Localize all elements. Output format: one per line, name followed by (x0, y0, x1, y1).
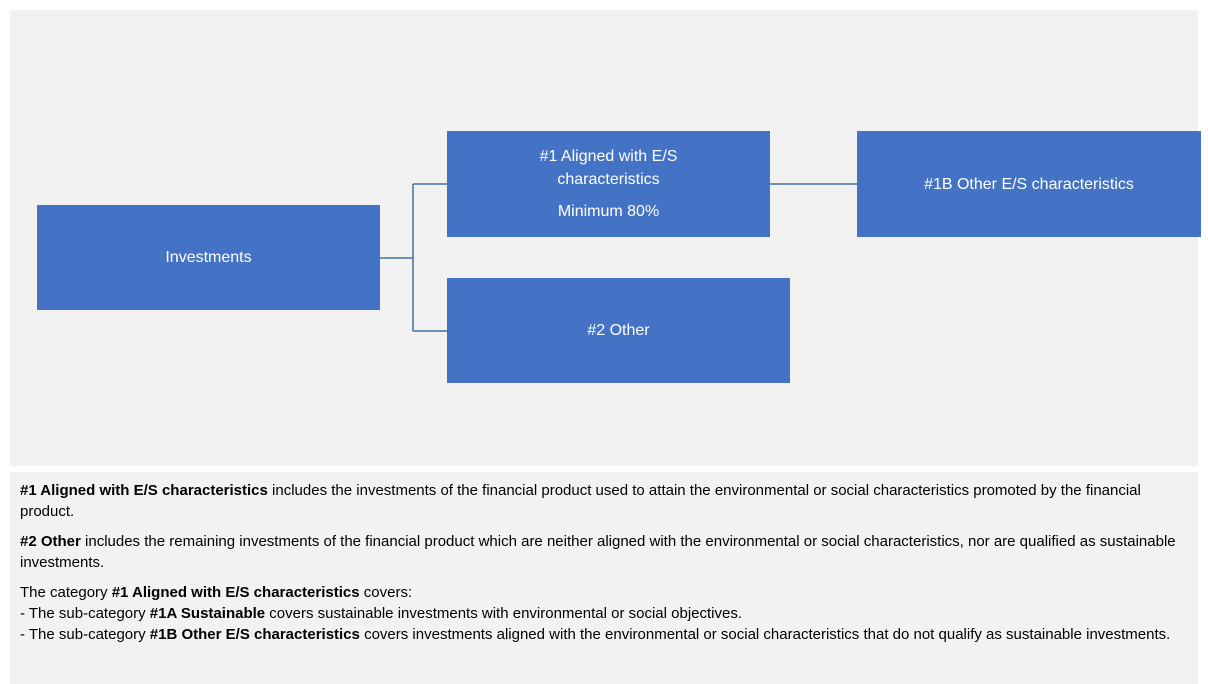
note-text: The category (20, 584, 112, 601)
note-paragraph: The category #1 Aligned with E/S charact… (20, 582, 1192, 603)
notes-panel (10, 472, 1198, 684)
note-text: - The sub-category (20, 605, 150, 622)
note-paragraph: - The sub-category #1B Other E/S charact… (20, 624, 1192, 645)
note-term: #1B Other E/S characteristics (149, 626, 360, 643)
note-text: - The sub-category (20, 626, 150, 643)
node-other-es: #1B Other E/S characteristics (857, 131, 1201, 237)
node-label: #2 Other (587, 322, 650, 339)
note-text: includes the investments of the financia… (20, 482, 1141, 520)
note-paragraph: - The sub-category #1A Sustainable cover… (20, 603, 1192, 624)
note-text: covers investments aligned with the envi… (359, 626, 1171, 643)
node-other: #2 Other (447, 278, 790, 383)
note-paragraph: #1 Aligned with E/S characteristics incl… (20, 480, 1192, 522)
node-label: Investments (165, 249, 252, 266)
note-term: #1 Aligned with E/S characteristics (111, 584, 360, 601)
node-label: #1B Other E/S characteristics (924, 175, 1134, 193)
node-investments: Investments (37, 205, 380, 310)
note-paragraph: #2 Other includes the remaining investme… (20, 531, 1192, 573)
note-term: #1 Aligned with E/S characteristics (20, 482, 268, 499)
notes: #1 Aligned with E/S characteristics incl… (20, 480, 1192, 645)
node-label: #1 Aligned with E/S characteristics (539, 148, 678, 188)
node-sublabel: Minimum 80% (557, 203, 660, 220)
node-aligned: #1 Aligned with E/S characteristics Mini… (447, 131, 770, 237)
note-text: covers: (359, 584, 413, 601)
note-text: covers sustainable investments with envi… (265, 605, 743, 622)
connectors (380, 183, 857, 332)
note-term: #2 Other (20, 533, 81, 550)
note-text: includes the remaining investments of th… (20, 533, 1176, 571)
note-term: #1A Sustainable (149, 605, 266, 622)
